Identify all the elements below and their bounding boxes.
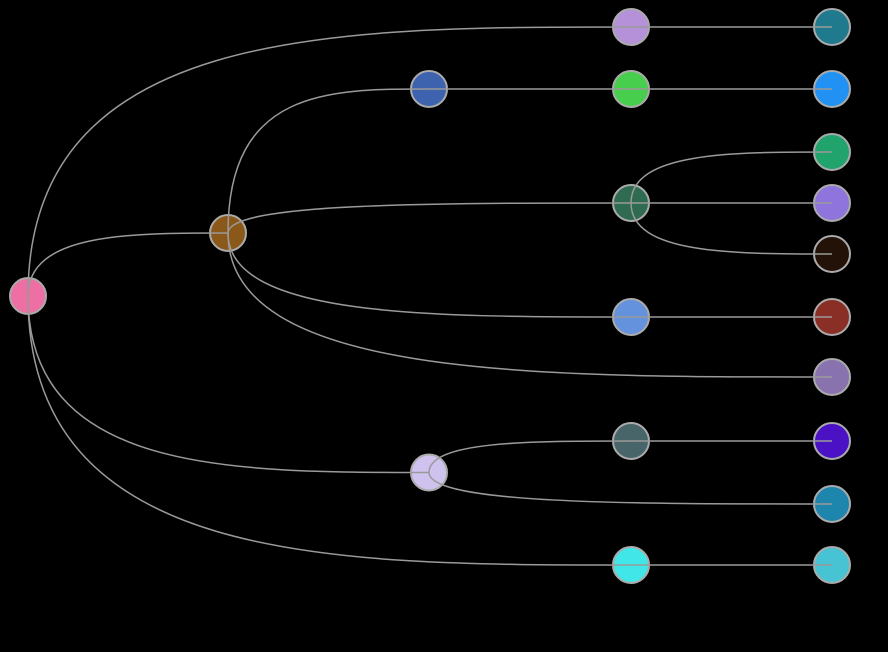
tree-link-brown-to-steel-blue	[227, 88, 430, 234]
tree-link-brown-to-muted-purple	[227, 232, 833, 378]
tree-link-lavender-to-teal-blue	[428, 472, 833, 505]
tree-link-root-to-brown	[27, 232, 229, 297]
tree-link-root-to-amethyst	[27, 26, 632, 297]
tree-link-root-to-cyan-bright	[27, 295, 632, 566]
tree-link-root-to-lavender	[27, 295, 430, 474]
tree-link-sea-green-dark-to-sea-green	[630, 151, 833, 204]
tree-link-brown-to-sea-green-dark	[227, 202, 632, 234]
tree-link-sea-green-dark-to-black-brown	[630, 202, 833, 255]
tree-link-brown-to-cornflower	[227, 232, 632, 318]
tree-link-lavender-to-slate-gray-dark	[428, 440, 632, 473]
links-layer	[27, 26, 833, 566]
